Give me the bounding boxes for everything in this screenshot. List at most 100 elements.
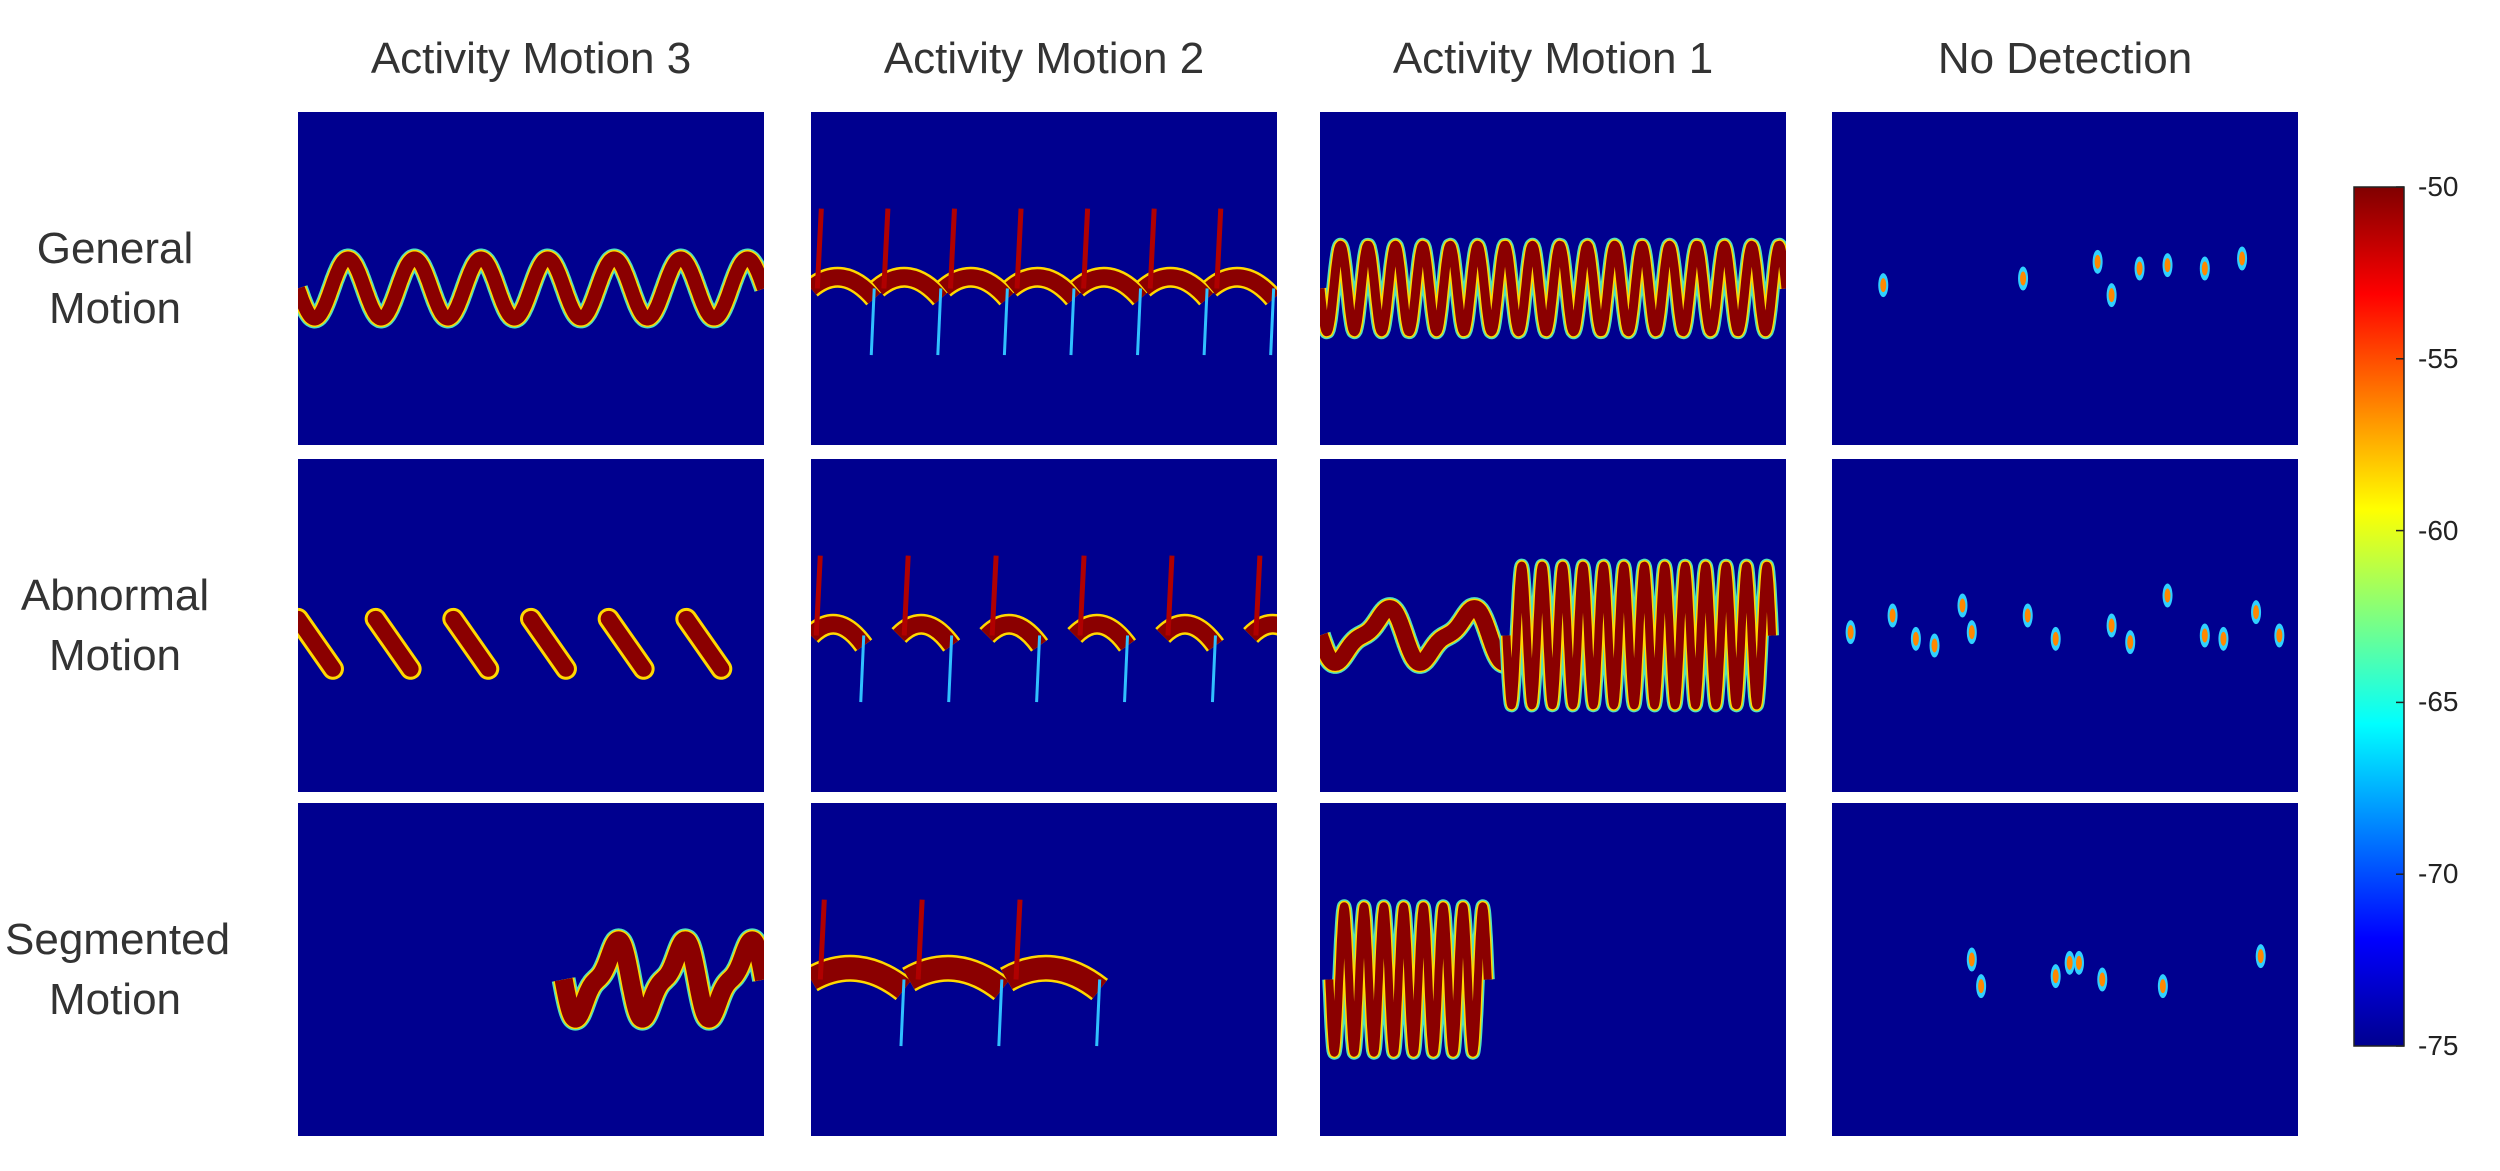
blip [2108,618,2115,633]
spike-down [1136,288,1143,356]
spike-up [1081,208,1091,289]
panel-content [811,899,1109,1047]
blip [1968,952,1975,967]
spike-down [1210,635,1217,703]
row-label: Segmented Motion [5,914,231,1024]
spectrogram-panel [1832,803,2298,1136]
colorbar-tick-label: -75 [2418,1030,2459,1061]
panel-content [811,555,1303,703]
column-title: No Detection [1937,34,2193,83]
blip [2094,254,2101,269]
trace [523,610,574,677]
spike-down [1095,979,1102,1047]
blip [1968,625,1975,640]
trace [1325,902,1492,1057]
spike-up [1147,208,1157,289]
trace [445,610,497,677]
spike-down [997,979,1004,1047]
spike-down [1300,635,1303,702]
panel-content [811,208,1277,356]
spectrogram-panel [1832,112,2298,445]
panel-content [298,607,733,680]
spike-down [869,288,876,356]
spike-down [1123,635,1130,703]
spike-up [1013,899,1023,980]
panel-content [1320,558,1779,713]
row-label: General Motion [36,223,194,333]
blip [2159,979,2166,994]
spike-down [859,635,866,703]
blip [2075,955,2082,970]
colorbar-tick-label: -70 [2418,858,2459,890]
panel-background [1832,803,2298,1136]
trace [298,251,764,326]
spike-down [1002,288,1009,356]
blip [2253,605,2260,620]
blip [2164,258,2171,273]
panel-content [1320,237,1786,340]
spectrogram-panel [298,803,764,1136]
blip [2066,955,2073,970]
spectrogram-panel [1320,459,1786,792]
blip [1931,638,1938,653]
spectrogram-panel [811,459,1303,792]
spectrogram-panel [811,112,1277,445]
trace [367,610,419,677]
spectrogram-panel [298,112,764,445]
panel-content [1878,246,2248,308]
spike-up [817,899,827,980]
trace [600,610,652,677]
spike-up [989,555,999,636]
spike-up [901,555,911,636]
trace [1320,240,1786,337]
spike-up [1077,555,1087,636]
spike-up [881,208,891,289]
spike-up [813,555,823,636]
colorbar-tick-label: -55 [2418,342,2459,374]
panel-content [1845,583,2285,658]
spike-down [947,635,954,703]
column-title: Activity Motion 2 [883,34,1205,83]
trace [1502,561,1776,710]
spike-up [1165,555,1175,636]
blip [2136,261,2143,276]
panel-background [1832,112,2298,445]
colorbar-tick-label: -60 [2418,514,2459,546]
panel-background [1832,459,2298,792]
blip [2127,635,2134,650]
blip [2024,608,2031,623]
blip [2220,631,2227,646]
spike-up [1014,208,1024,289]
spectrogram-panel [1320,803,1786,1136]
spike-down [1035,635,1042,703]
blip [2020,271,2027,286]
spike-down [1269,288,1276,356]
colorbar-tick-label: -50 [2418,171,2459,202]
panel-content [1322,899,1495,1060]
blip [2108,288,2115,303]
blip [2052,969,2059,984]
spike-up [1253,555,1263,636]
spike-down [1069,288,1076,356]
colorbar-tick-label: -65 [2418,686,2459,718]
blip [2239,251,2246,266]
blip [1880,278,1887,293]
blip [1847,625,1854,640]
spike-up [915,899,925,980]
blip [2201,261,2208,276]
blip [1959,598,1966,613]
row-label: Abnormal Motion [20,570,210,680]
spectrogram-panel [298,459,764,792]
spike-down [1202,288,1209,356]
panel-content [298,248,764,329]
trace [298,610,341,677]
blip [1912,631,1919,646]
spike-up [947,208,957,289]
spectrogram-panel [1320,112,1786,445]
spectrogram-panel [811,803,1277,1136]
spectrogram-panel [1832,459,2298,792]
panel-content [551,928,764,1031]
blip [2276,628,2283,643]
